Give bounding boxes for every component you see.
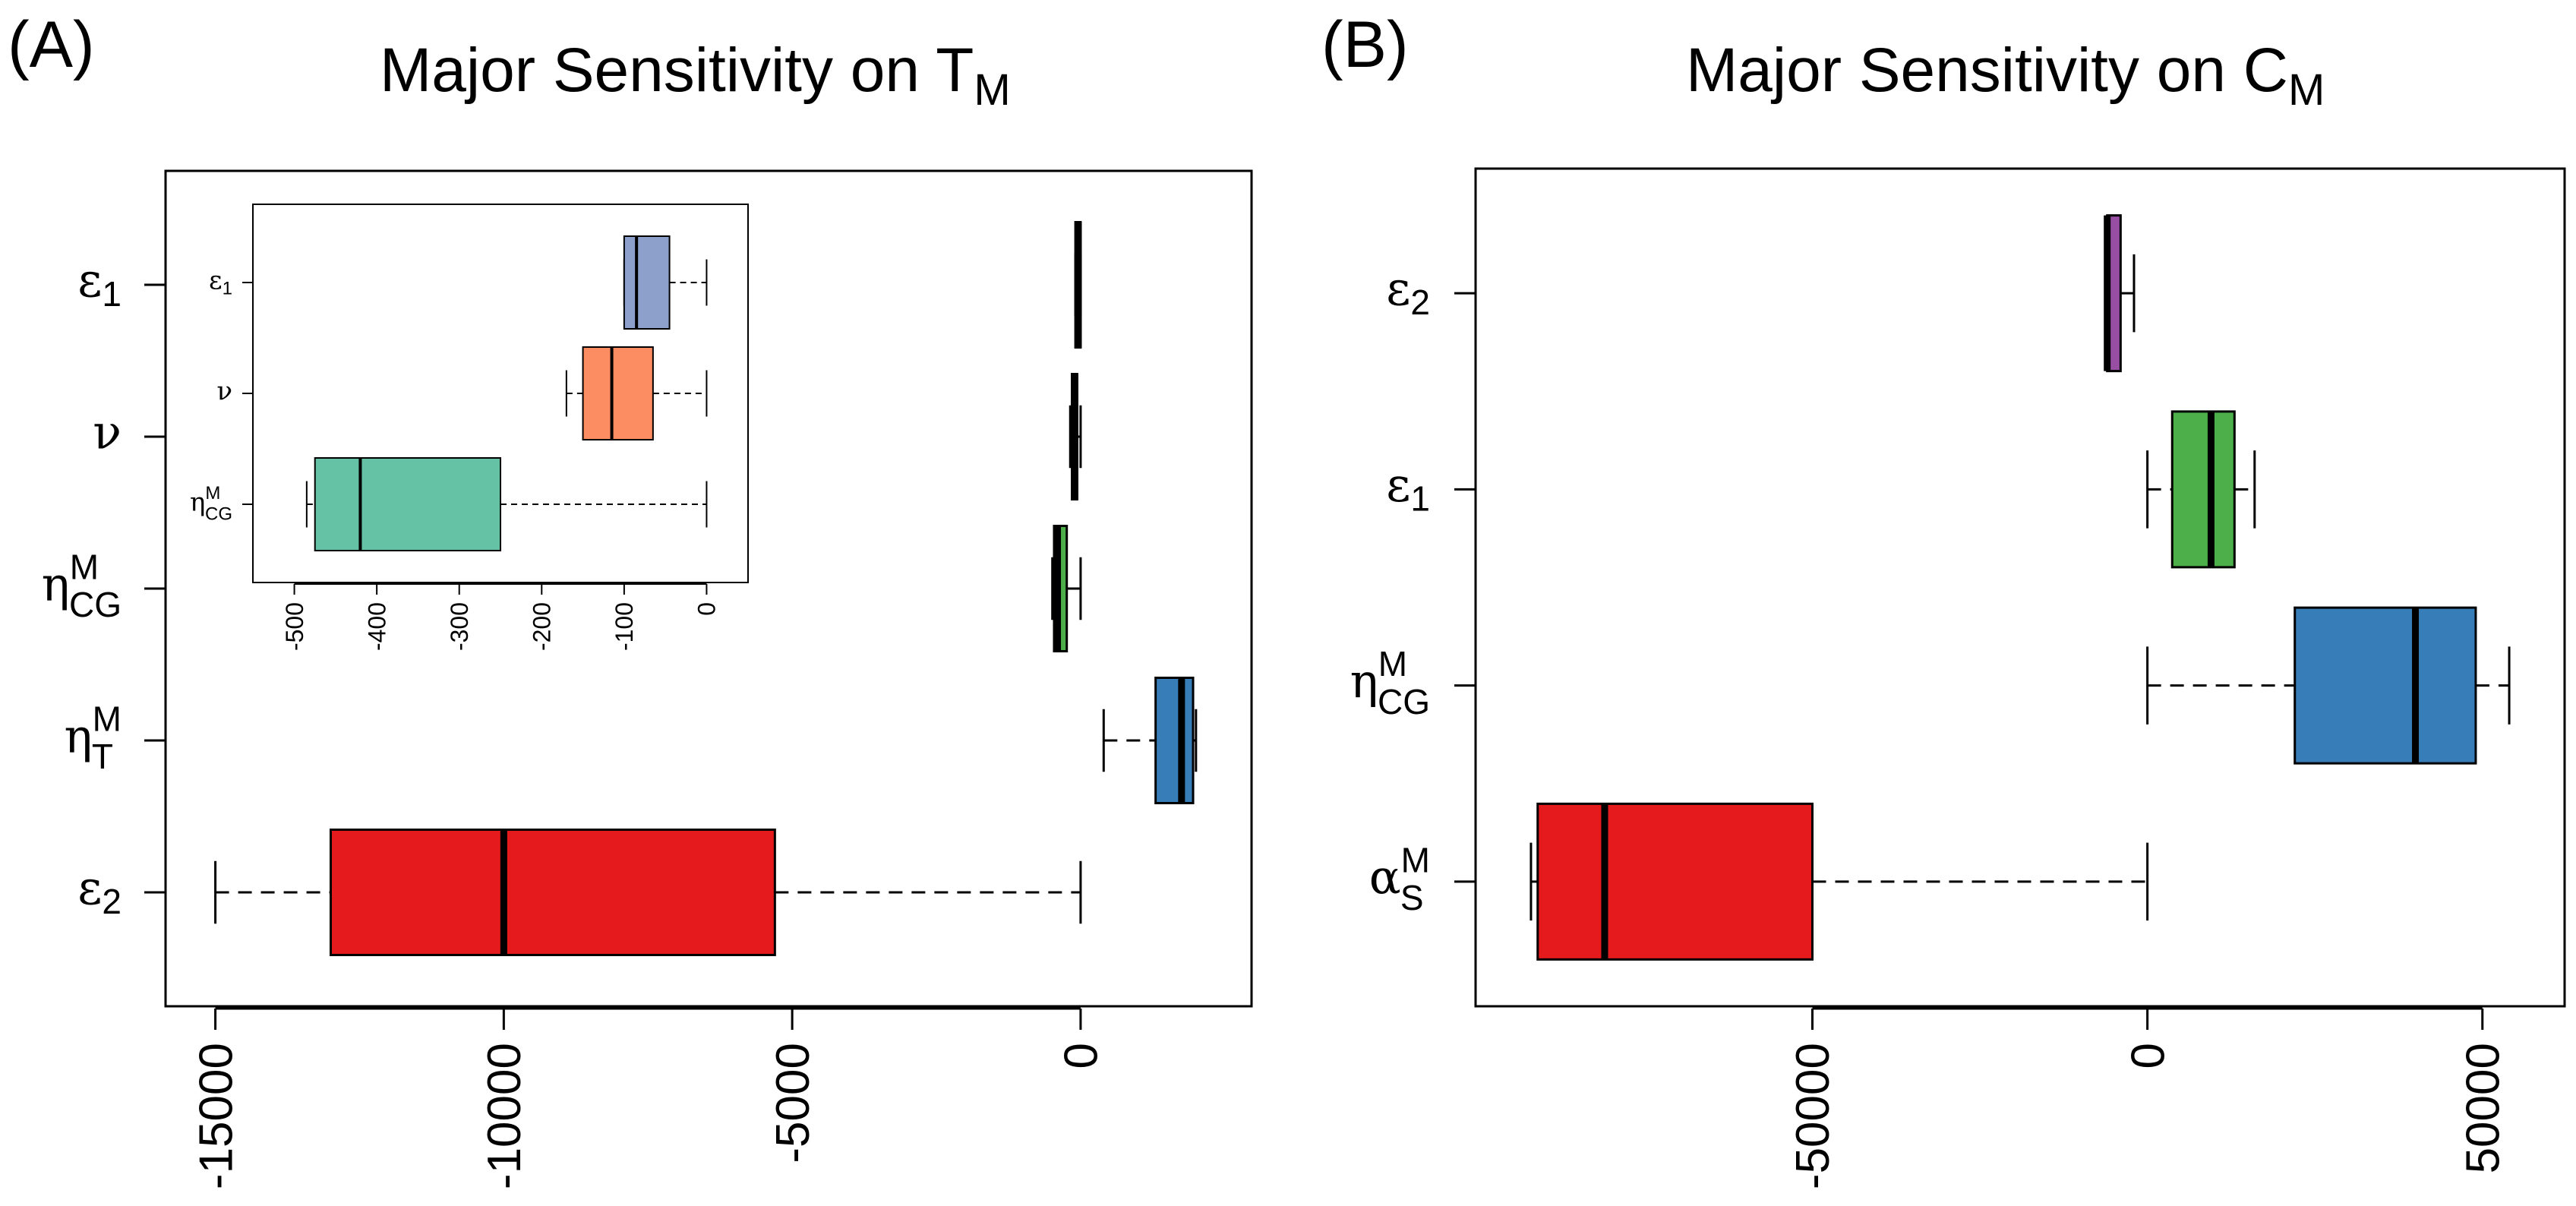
panel-a-label: (A) <box>8 8 95 81</box>
a-xtick-label-0: -15000 <box>190 1043 242 1189</box>
inset-ytick-label-0: ε1 <box>209 266 232 299</box>
a-ytick-label-2: ηM CG <box>42 548 122 625</box>
panel-a-x-axis: -15000 -10000 -5000 0 <box>190 1007 1108 1189</box>
panel-b-title-sub: M <box>2288 65 2325 115</box>
panel-b-label: (B) <box>1321 8 1409 81</box>
b-ytick-label-1: ε1 <box>1386 457 1430 518</box>
panel-a-inset: ε1 ν ηM CG -500 -400 -300 -200 -100 0 <box>190 204 749 651</box>
inset-xtick-label-0: -500 <box>281 602 308 651</box>
inset-box-2-rect <box>314 457 502 551</box>
panel-a: (A) Major Sensitivity on TM ε1 ν ηM CG ηM T ε2… <box>8 8 1253 1189</box>
panel-b-title: Major Sensitivity on CM <box>1686 36 2325 115</box>
a-xtick-label-3: 0 <box>1056 1043 1108 1069</box>
b-xtick-label-2: 50000 <box>2457 1043 2509 1173</box>
b-box-3-rect <box>1536 802 1814 961</box>
b-xtick-label-0: -50000 <box>1787 1043 1839 1189</box>
b-ytick-label-0: ε2 <box>1386 261 1430 322</box>
a-ytick-label-3: ηM T <box>65 699 122 777</box>
b-box-2-rect <box>2293 606 2477 765</box>
inset-xtick-label-2: -300 <box>446 602 473 651</box>
panel-b-plot-frame <box>1474 167 2566 1008</box>
inset-xtick-label-5: 0 <box>693 602 721 616</box>
inset-box-1-rect <box>582 346 654 440</box>
panel-a-title-sub: M <box>974 65 1010 115</box>
a-ytick-label-0: ε1 <box>77 253 122 314</box>
panel-a-title: Major Sensitivity on TM <box>380 36 1011 115</box>
inset-y-axis: ε1 ν ηM CG <box>190 266 253 524</box>
a-box-4-rect <box>329 829 776 956</box>
a-ytick-label-1: ν <box>93 405 122 460</box>
panel-b-title-main: Major Sensitivity on C <box>1686 36 2288 105</box>
inset-xtick-label-3: -200 <box>528 602 555 651</box>
panel-b-boxes <box>1530 214 2511 961</box>
inset-xtick-label-4: -100 <box>611 602 638 651</box>
panel-a-title-main: Major Sensitivity on T <box>380 36 974 105</box>
panel-a-boxes <box>214 221 1198 956</box>
inset-x-axis: -500 -400 -300 -200 -100 0 <box>281 583 721 651</box>
panel-b-y-axis: ε2 ε1 ηM CG αM S <box>1350 261 1476 917</box>
panel-b-x-axis: -50000 0 50000 <box>1787 1007 2509 1189</box>
inset-box-0-rect <box>623 235 671 330</box>
inset-ytick-label-1: ν <box>216 377 232 407</box>
b-xtick-label-1: 0 <box>2122 1043 2174 1069</box>
a-ytick-label-4: ε2 <box>77 860 122 921</box>
b-ytick-label-2: ηM CG <box>1350 644 1430 721</box>
a-box-3-rect <box>1154 677 1195 804</box>
inset-xtick-label-1: -400 <box>363 602 390 651</box>
a-xtick-label-2: -5000 <box>767 1043 819 1163</box>
a-xtick-label-1: -10000 <box>478 1043 531 1189</box>
b-box-1-rect <box>2170 410 2236 569</box>
b-ytick-label-3: αM S <box>1369 840 1430 917</box>
inset-ytick-label-2: ηM CG <box>190 483 232 524</box>
panel-a-y-axis: ε1 ν ηM CG ηM T ε2 <box>42 253 166 921</box>
inset-boxes <box>305 235 708 551</box>
